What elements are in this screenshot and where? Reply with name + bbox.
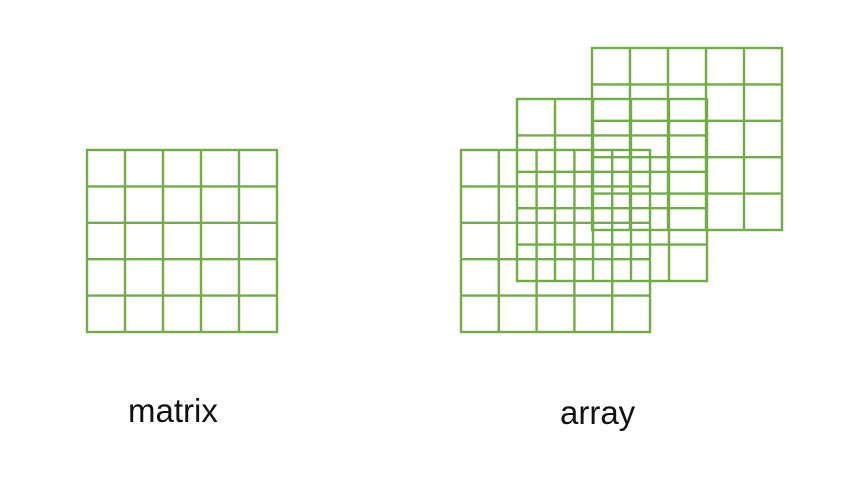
matrix-grid-cells-border	[85, 148, 279, 334]
matrix-grid-cells	[85, 148, 279, 334]
array-label: array	[560, 394, 636, 431]
array-layer-front-border	[459, 148, 652, 334]
array-layer-front	[459, 148, 652, 334]
matrix-label: matrix	[128, 392, 218, 429]
array-grid-stack	[459, 46, 784, 334]
matrix-grid	[85, 148, 279, 334]
array-layer-back-border	[590, 46, 784, 232]
array-layer-back	[590, 46, 784, 232]
